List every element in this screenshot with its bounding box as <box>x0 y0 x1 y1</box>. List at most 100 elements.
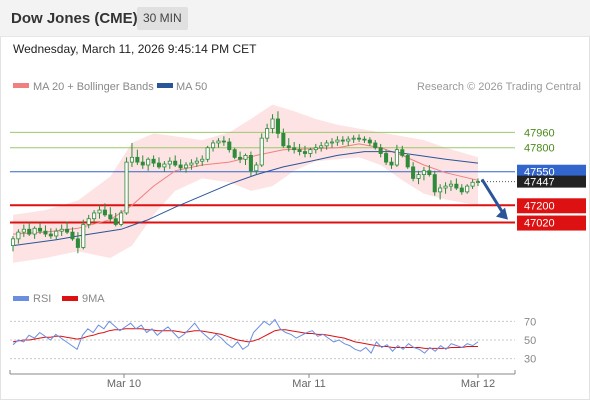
rsi-ma-legend-label: 9MA <box>82 293 105 305</box>
candle-body <box>275 118 280 134</box>
candle-body <box>200 158 205 162</box>
candle-body <box>227 141 232 151</box>
candle-body <box>151 158 156 164</box>
candle-body <box>173 160 178 166</box>
candle-body <box>124 161 129 214</box>
candle-body <box>102 209 107 216</box>
candle-body <box>373 142 378 149</box>
candle-body <box>129 156 134 163</box>
rsi-tick-70: 70 <box>524 316 536 328</box>
rsi-legend-swatch <box>13 296 29 301</box>
candle-body <box>362 138 367 141</box>
candle-body <box>32 227 37 235</box>
level-label-47960: 47960 <box>524 127 555 139</box>
x-tick-label: Mar 12 <box>461 378 495 390</box>
candle-body <box>459 187 464 193</box>
candle-body <box>254 164 259 172</box>
candle-body <box>438 187 443 193</box>
candle-body <box>54 230 59 237</box>
candle-body <box>86 218 91 225</box>
candle-body <box>421 170 426 175</box>
candle-body <box>329 141 335 144</box>
rsi-legend-label: RSI <box>33 293 51 305</box>
chart-header: Dow Jones (CME) 30 MIN <box>0 0 590 37</box>
last-price-box <box>517 175 586 188</box>
candle-body <box>92 212 97 220</box>
candle-body <box>465 185 470 193</box>
candle-body <box>319 145 324 149</box>
candle-body <box>221 140 226 143</box>
x-tick-label: Mar 11 <box>292 378 325 390</box>
candle-body <box>454 183 459 189</box>
candle-body <box>335 139 340 143</box>
candle-body <box>432 174 437 193</box>
candle-body <box>351 137 356 140</box>
level-box-47020 <box>517 215 586 231</box>
candle-body <box>297 149 302 152</box>
candle-body <box>97 209 102 214</box>
candle-body <box>43 230 48 235</box>
candle-body <box>70 231 75 240</box>
candle-body <box>205 147 210 160</box>
candle-body <box>16 231 21 240</box>
candle-body <box>10 238 16 246</box>
candle-body <box>389 161 394 166</box>
candle-body <box>38 227 43 232</box>
candle-body <box>357 137 362 140</box>
candle-body <box>140 161 145 166</box>
candle-body <box>184 164 189 169</box>
candle-body <box>292 147 297 151</box>
candle-body <box>405 155 410 168</box>
candle-body <box>216 140 221 144</box>
credit-label: Research © 2026 Trading Central <box>417 81 581 93</box>
candle-body <box>448 183 453 187</box>
rsi-tick-30: 30 <box>524 354 536 366</box>
candle-body <box>400 149 405 156</box>
level-label-47020: 47020 <box>524 218 555 230</box>
candle-body <box>265 128 270 139</box>
candle-body <box>59 228 64 232</box>
candle-body <box>162 163 167 168</box>
candle-body <box>75 238 80 248</box>
candle-body <box>411 166 416 179</box>
x-tick-label: Mar 10 <box>107 378 141 390</box>
candle-body <box>189 162 194 166</box>
candle-body <box>443 185 448 189</box>
last-price-label: 47447 <box>524 177 555 189</box>
forecast-arrow-head <box>496 207 508 220</box>
forecast-arrow-shaft <box>480 178 506 216</box>
candle-body <box>286 145 291 149</box>
rsi-line <box>12 318 479 354</box>
candle-body <box>259 137 264 166</box>
candle-body <box>167 160 172 165</box>
candle-body <box>48 233 53 237</box>
candle-body <box>378 147 383 154</box>
candle-body <box>308 149 313 154</box>
candle-body <box>65 228 70 233</box>
instrument-title: Dow Jones (CME) <box>11 10 138 27</box>
candle-body <box>470 181 475 187</box>
bollinger-legend-swatch <box>13 83 29 88</box>
candle-body <box>384 153 389 163</box>
candle-body <box>416 174 421 179</box>
candle-body <box>346 138 351 142</box>
bollinger-legend-label: MA 20 + Bollinger Bands <box>33 81 154 93</box>
candle-body <box>81 224 86 248</box>
candle-body <box>367 139 372 144</box>
datetime-label: Wednesday, March 11, 2026 9:45:14 PM CET <box>13 42 257 56</box>
ma50-legend-swatch <box>157 83 173 88</box>
rsi-ma-legend-swatch <box>62 296 78 301</box>
candle-body <box>324 142 329 147</box>
candle-body <box>270 118 275 129</box>
candle-body <box>194 160 199 164</box>
timeframe-button[interactable]: 30 MIN <box>137 7 188 30</box>
candle-body <box>394 149 399 166</box>
candle-body <box>27 228 32 235</box>
level-box-47200 <box>517 198 586 214</box>
candle-body <box>108 214 113 220</box>
candle-body <box>232 149 237 158</box>
level-label-47800: 47800 <box>524 143 555 155</box>
level-label-47200: 47200 <box>524 200 555 212</box>
candle-body <box>119 212 124 225</box>
